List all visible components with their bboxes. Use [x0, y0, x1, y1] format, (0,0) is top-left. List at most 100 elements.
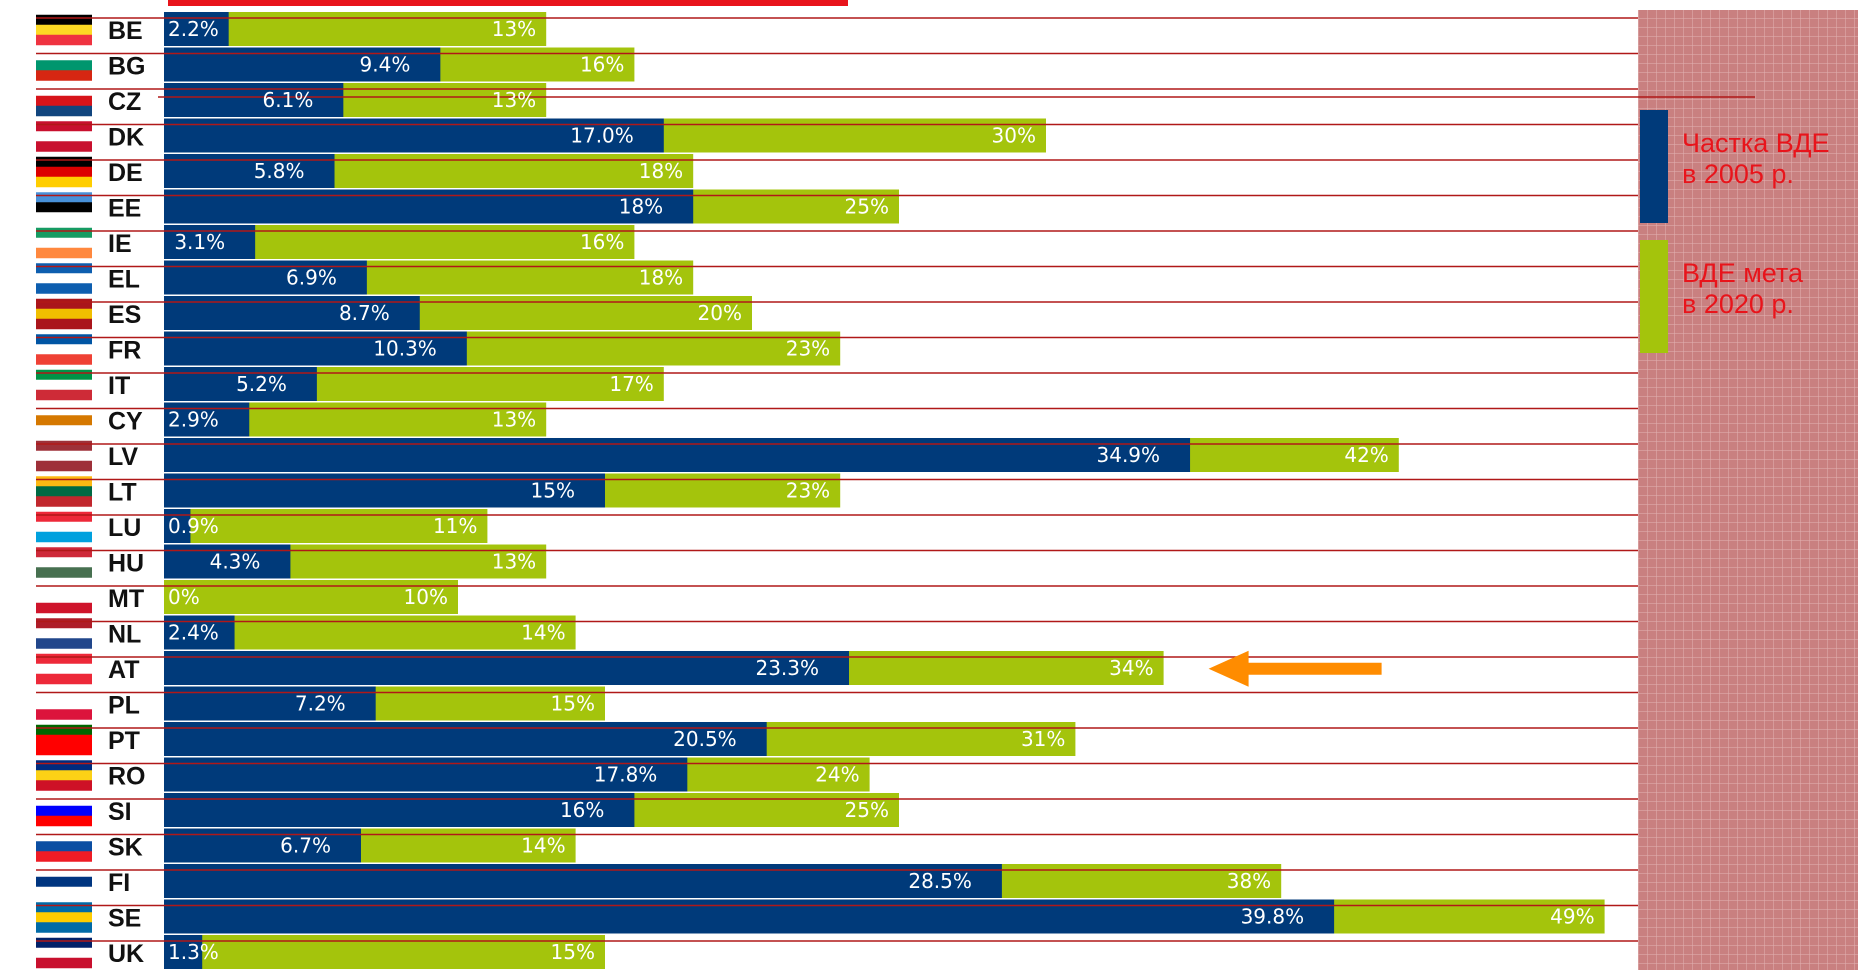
label-2020: 25% [845, 195, 889, 219]
flag-stripe [36, 724, 92, 736]
flag-stripe [36, 582, 92, 594]
country-code: RO [108, 762, 146, 790]
flag-stripe [36, 121, 92, 132]
flag-stripe [36, 760, 92, 771]
country-code: LT [108, 478, 137, 506]
flag-stripe [36, 425, 92, 436]
flag-stripe [36, 440, 92, 452]
country-code: PL [108, 691, 140, 719]
flag-stripe [36, 521, 92, 533]
flag-stripe [36, 227, 92, 239]
flag-stripe [36, 176, 92, 188]
label-2005: 3.1% [174, 230, 225, 254]
flag-stripe [36, 460, 92, 472]
bar-2005-share [164, 154, 335, 188]
legend-panel [1638, 10, 1858, 970]
country-code: UK [108, 940, 144, 968]
flag-stripe [36, 415, 92, 426]
label-2005: 15% [531, 479, 575, 503]
label-2020: 14% [521, 621, 565, 645]
label-2005: 10.3% [373, 337, 437, 361]
label-2005: 6.1% [263, 88, 314, 112]
flag-stripe [36, 815, 92, 827]
label-2005: 2.2% [168, 17, 219, 41]
country-code: HU [108, 549, 144, 577]
flag-stripe [36, 547, 92, 558]
flag-stripe [36, 237, 92, 249]
label-2005: 4.3% [210, 550, 261, 574]
flag-stripe [36, 450, 92, 462]
label-2020: 15% [551, 692, 595, 716]
flag-stripe [36, 308, 92, 320]
label-2020: 38% [1227, 869, 1271, 893]
flag-stripe [36, 192, 92, 203]
label-2005: 6.7% [280, 834, 331, 858]
label-2005: 2.4% [168, 621, 219, 645]
flag-stripe [36, 496, 92, 507]
label-2005: 39.8% [1241, 905, 1305, 929]
label-2005: 17.8% [594, 763, 658, 787]
label-2005: 8.7% [339, 301, 390, 325]
label-2020: 16% [580, 53, 624, 77]
label-2020: 13% [492, 550, 536, 574]
label-2020: 20% [698, 301, 742, 325]
flag-stripe [36, 734, 92, 746]
chart-title-fragment [168, 0, 848, 6]
flag-stripe [36, 389, 92, 401]
country-code: LU [108, 514, 141, 542]
country-code: SI [108, 798, 132, 826]
bar-2005-share [164, 899, 1335, 934]
country-code: BG [108, 52, 146, 80]
bar-2005-share [164, 864, 1002, 898]
flag-stripe [36, 618, 92, 629]
bar-2005-share [164, 83, 344, 117]
flag-stripe [36, 24, 92, 36]
label-2005: 28.5% [908, 869, 972, 893]
arrow-head [1208, 650, 1249, 687]
flag-stripe [36, 531, 92, 543]
bar-2005-share [164, 189, 694, 224]
label-2020: 11% [433, 514, 477, 538]
country-code: PT [108, 727, 140, 755]
label-2005: 34.9% [1097, 443, 1161, 467]
gridlines-layer [36, 17, 1755, 942]
flag-stripe [36, 70, 92, 81]
flag-stripe [36, 131, 92, 142]
country-code: EE [108, 194, 141, 222]
flag-stripe [36, 957, 92, 969]
label-2020: 17% [609, 372, 653, 396]
country-code: ES [108, 301, 141, 329]
label-2020: 42% [1344, 443, 1388, 467]
labels-layer: BE 2.2% 13% BG 9.4% 16% CZ 6.1% 13% DK 17.0% 30% DE 5… [108, 17, 1595, 968]
label-2020: 18% [639, 159, 683, 183]
bar-2005-share [164, 651, 850, 685]
flag-stripe [36, 902, 92, 913]
flag-stripe [36, 202, 92, 213]
country-code: IE [108, 230, 132, 258]
flag-stripe [36, 141, 92, 152]
flag-stripe [36, 60, 92, 71]
country-code: MT [108, 585, 144, 613]
flag-stripe [36, 866, 92, 878]
flag-stripe [36, 886, 92, 898]
label-2005: 18% [619, 195, 663, 219]
flag-stripe [36, 851, 92, 862]
flag-stripe [36, 334, 92, 345]
label-2020: 30% [992, 124, 1036, 148]
country-code: IT [108, 372, 130, 400]
flag-stripe [36, 166, 92, 178]
label-2020: 24% [815, 763, 859, 787]
label-2005: 2.9% [168, 408, 219, 432]
flag-stripe [36, 841, 92, 852]
label-2005: 9.4% [360, 53, 411, 77]
label-2005: 1.3% [168, 940, 219, 964]
label-2005: 0% [168, 585, 200, 609]
flag-stripe [36, 379, 92, 391]
legend-label: в 2020 р. [1682, 289, 1794, 319]
flag-stripe [36, 638, 92, 649]
country-code: DE [108, 159, 143, 187]
highlight-arrow [1208, 650, 1382, 687]
label-2020: 34% [1109, 656, 1153, 680]
